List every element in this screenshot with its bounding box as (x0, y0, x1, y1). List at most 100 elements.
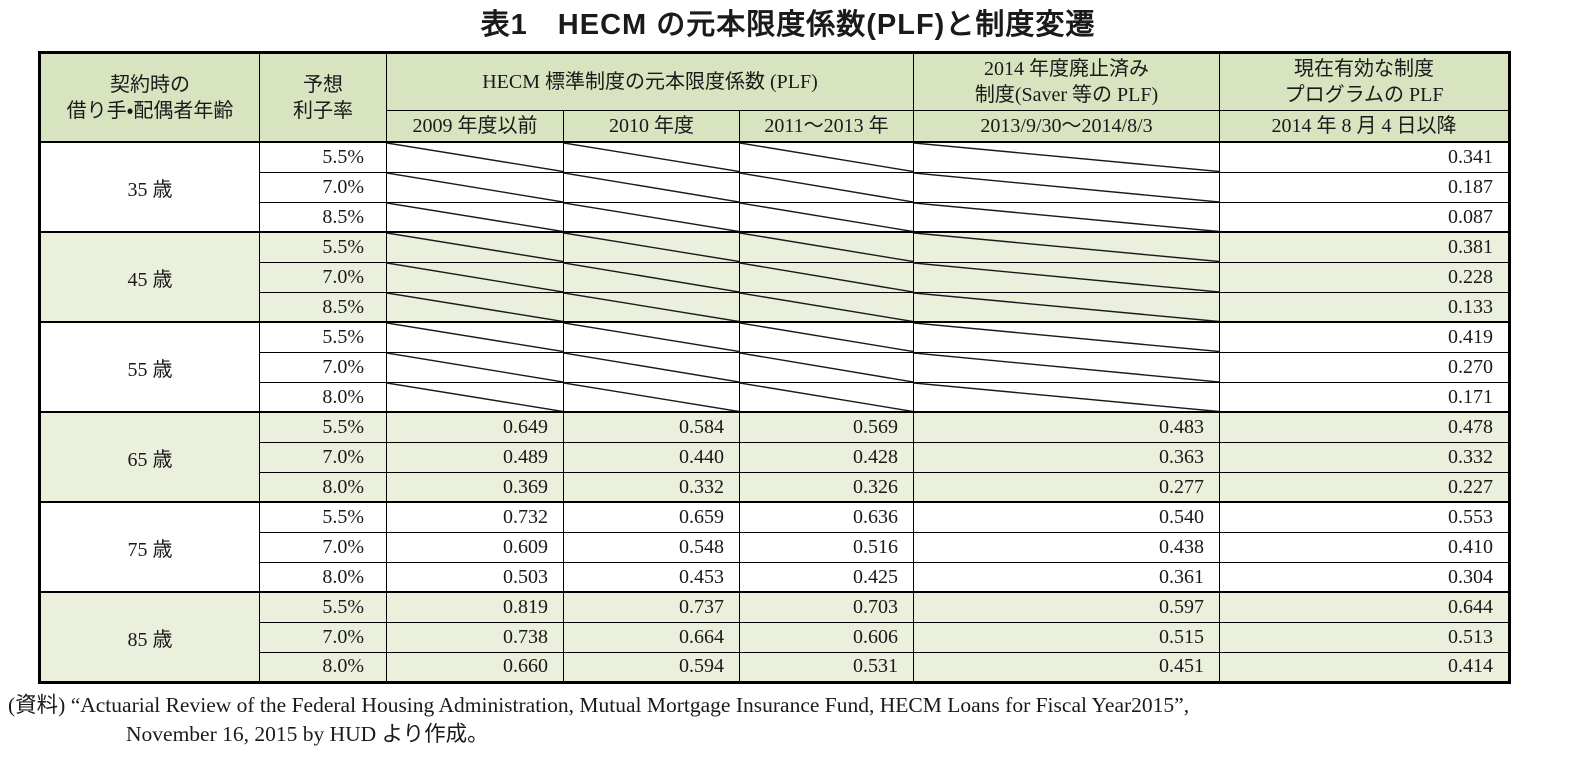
diagonal-strike-line (914, 263, 1219, 292)
diagonal-strike-line (564, 143, 739, 172)
diagonal-strike-line (387, 203, 563, 232)
table-row: 65 歳 5.5% 0.649 0.584 0.569 0.483 0.478 (39, 411, 1511, 503)
not-applicable-struck-cell (738, 171, 915, 203)
diagonal-strike-line (387, 143, 563, 172)
diagonal-strike-line (914, 233, 1219, 262)
plf-value-cell: 0.489 (386, 441, 564, 473)
plf-value-cell: 0.732 (386, 501, 564, 533)
plf-value-cell: 0.644 (1219, 591, 1511, 623)
plf-value-cell: 0.451 (913, 651, 1221, 683)
plf-value-cell: 0.737 (563, 591, 740, 623)
diagonal-strike-line (740, 293, 913, 322)
plf-value-cell: 0.369 (386, 471, 564, 503)
table-row: 8.0% 0.369 0.332 0.326 0.277 0.227 (40, 471, 1511, 503)
not-applicable-struck-cell (563, 321, 740, 353)
sub-header-2013-2014: 2013/9/30～2014/8/3 (913, 109, 1221, 144)
plf-value-cell: 0.453 (563, 561, 740, 593)
interest-rate-cell: 7.0% (259, 171, 387, 203)
diagonal-strike-line (564, 383, 739, 412)
not-applicable-struck-cell (386, 351, 564, 383)
header-group-row: 契約時の 借り手・配偶者年齢 予想 利子率 HECM 標準制度の元本限度係数 (… (39, 51, 1511, 143)
plf-value-cell: 0.660 (386, 651, 564, 683)
age-cell: 75 歳 (39, 501, 260, 593)
interest-rate-cell: 8.0% (259, 471, 387, 503)
not-applicable-struck-cell (913, 201, 1221, 233)
plf-value-cell: 0.087 (1219, 201, 1511, 233)
interest-rate-cell: 8.5% (259, 291, 387, 323)
plf-table-body: 35 歳 5.5% 0.341 7.0% 0.187 8.5% 0.087 45 歳 5.5% 0… (39, 141, 1511, 683)
interest-rate-cell: 5.5% (259, 321, 387, 353)
diagonal-strike-line (564, 293, 739, 322)
not-applicable-struck-cell (563, 231, 740, 263)
sub-header-2011-2013: 2011～2013 年 (738, 109, 915, 144)
not-applicable-struck-cell (563, 141, 740, 173)
diagonal-strike-line (914, 293, 1219, 322)
page-title: 表1 HECM の元本限度係数(PLF)と制度変遷 (480, 9, 1096, 41)
interest-rate-cell: 5.5% (259, 141, 387, 173)
plf-value-cell: 0.636 (738, 501, 915, 533)
not-applicable-struck-cell (738, 231, 915, 263)
plf-value-cell: 0.609 (386, 531, 564, 563)
age-cell: 35 歳 (39, 141, 260, 233)
table-row: 8.0% 0.171 (40, 381, 1511, 413)
not-applicable-struck-cell (913, 381, 1221, 413)
age-cell: 65 歳 (39, 411, 260, 503)
col-header-group-saver: 2014 年度廃止済み 制度(Saver 等の PLF) (913, 51, 1221, 111)
plf-value-cell: 0.381 (1219, 231, 1511, 263)
plf-value-cell: 0.553 (1219, 501, 1511, 533)
table-row: 8.5% 0.087 (40, 201, 1511, 233)
col-header-rate: 予想 利子率 (259, 51, 387, 143)
not-applicable-struck-cell (738, 291, 915, 323)
diagonal-strike-line (740, 323, 913, 352)
plf-value-cell: 0.703 (738, 591, 915, 623)
plf-value-cell: 0.440 (563, 441, 740, 473)
not-applicable-struck-cell (913, 351, 1221, 383)
age-cell: 55 歳 (39, 321, 260, 413)
plf-value-cell: 0.540 (913, 501, 1221, 533)
diagonal-strike-line (387, 233, 563, 262)
table-row: 7.0% 0.187 (40, 171, 1511, 203)
not-applicable-struck-cell (386, 141, 564, 173)
interest-rate-cell: 7.0% (259, 261, 387, 293)
plf-value-cell: 0.569 (738, 411, 915, 443)
col-header-age: 契約時の 借り手・配偶者年齢 (39, 51, 260, 143)
table-row: 7.0% 0.609 0.548 0.516 0.438 0.410 (40, 531, 1511, 563)
plf-value-cell: 0.664 (563, 621, 740, 653)
source-note: (資料) “Actuarial Review of the Federal Ho… (8, 691, 1576, 749)
interest-rate-cell: 7.0% (259, 621, 387, 653)
plf-value-cell: 0.277 (913, 471, 1221, 503)
interest-rate-cell: 7.0% (259, 351, 387, 383)
not-applicable-struck-cell (913, 321, 1221, 353)
plf-value-cell: 0.438 (913, 531, 1221, 563)
not-applicable-struck-cell (563, 261, 740, 293)
plf-value-cell: 0.171 (1219, 381, 1511, 413)
source-note-line2: November 16, 2015 by HUD より作成。 (126, 721, 489, 746)
diagonal-strike-line (914, 173, 1219, 202)
document-page: 表1 HECM の元本限度係数(PLF)と制度変遷 契約時の 借り手・配偶者年齢… (0, 8, 1576, 777)
plf-value-cell: 0.428 (738, 441, 915, 473)
plf-value-cell: 0.341 (1219, 141, 1511, 173)
sub-header-2009-and-before: 2009 年度以前 (386, 109, 564, 144)
not-applicable-struck-cell (563, 201, 740, 233)
not-applicable-struck-cell (386, 231, 564, 263)
plf-table-header: 契約時の 借り手・配偶者年齢 予想 利子率 HECM 標準制度の元本限度係数 (… (39, 51, 1511, 144)
plf-value-cell: 0.478 (1219, 411, 1511, 443)
diagonal-strike-line (387, 323, 563, 352)
not-applicable-struck-cell (738, 381, 915, 413)
diagonal-strike-line (564, 323, 739, 352)
not-applicable-struck-cell (386, 261, 564, 293)
not-applicable-struck-cell (386, 171, 564, 203)
source-note-line1: (資料) “Actuarial Review of the Federal Ho… (8, 692, 1190, 717)
diagonal-strike-line (387, 263, 563, 292)
sub-header-2010: 2010 年度 (563, 109, 740, 144)
plf-value-cell: 0.410 (1219, 531, 1511, 563)
not-applicable-struck-cell (563, 291, 740, 323)
diagonal-strike-line (564, 263, 739, 292)
table-row: 7.0% 0.738 0.664 0.606 0.515 0.513 (40, 621, 1511, 653)
plf-value-cell: 0.659 (563, 501, 740, 533)
table-row: 45 歳 5.5% 0.381 (39, 231, 1511, 323)
interest-rate-cell: 5.5% (259, 231, 387, 263)
diagonal-strike-line (740, 173, 913, 202)
plf-value-cell: 0.531 (738, 651, 915, 683)
interest-rate-cell: 5.5% (259, 591, 387, 623)
